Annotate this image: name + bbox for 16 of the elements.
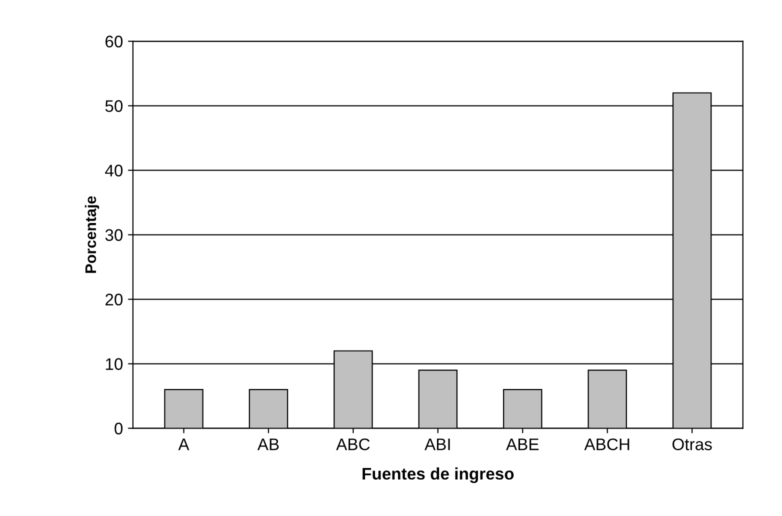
x-tick-label: A — [178, 438, 190, 450]
x-tick-label: ABCH — [584, 438, 630, 450]
y-tick-label: 60 — [106, 36, 123, 48]
x-axis-title: Fuentes de ingreso — [362, 467, 514, 484]
y-tick-label: 50 — [105, 100, 123, 112]
x-tick-label: ABE — [506, 438, 539, 450]
y-axis-title: Porcentaje — [84, 196, 100, 273]
x-tick-label: AB — [257, 438, 279, 450]
y-tick-label: 10 — [106, 358, 123, 370]
y-tick-label: 30 — [105, 229, 123, 241]
x-tick-label: ABC — [336, 438, 370, 450]
y-tick-label: 40 — [105, 164, 123, 176]
y-tick-label: 20 — [106, 294, 123, 306]
x-tick-label: Otras — [672, 438, 712, 450]
y-tick-label: 0 — [114, 422, 123, 434]
x-tick-label: ABI — [424, 438, 450, 450]
